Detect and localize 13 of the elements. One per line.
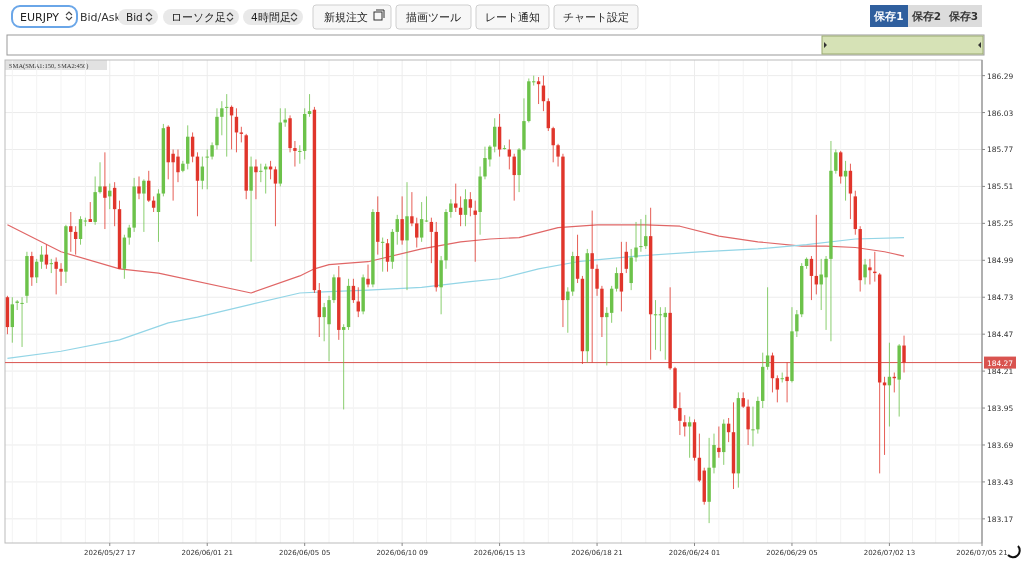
annotation: チャート設定 (553, 4, 639, 30)
chart-title: EURJPY (20, 11, 60, 24)
annotation: 保存3 (945, 5, 982, 27)
annotation: 描画ツール (395, 4, 472, 30)
annotation: 4時間足 (243, 9, 303, 25)
annotation: レート通知 (475, 4, 550, 30)
annotation: ローソク足 (163, 9, 239, 25)
toolbar: EURJPY (11, 5, 78, 28)
annotation: 新規注文 (312, 4, 392, 30)
annotation: 保存1 (870, 5, 908, 27)
annotation: Bid (118, 9, 158, 25)
annotation: 保存2 (908, 5, 945, 27)
annotation: Bid/Ask (80, 11, 121, 24)
